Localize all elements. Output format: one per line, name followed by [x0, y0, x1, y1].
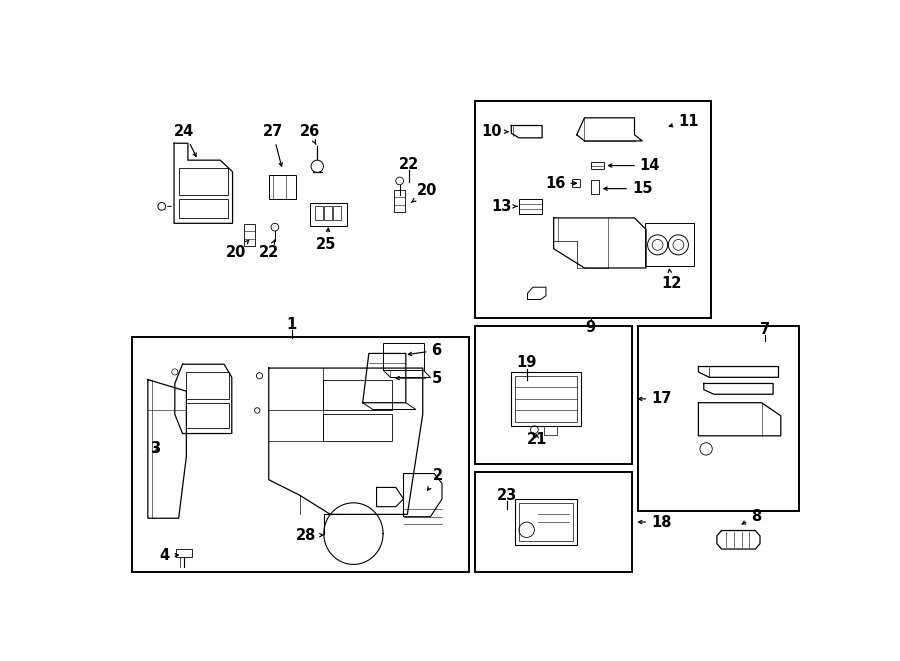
Bar — [475, 101, 711, 318]
Text: 27: 27 — [263, 124, 283, 166]
Text: 26: 26 — [300, 124, 319, 145]
Text: 6: 6 — [409, 343, 442, 358]
Text: 1: 1 — [287, 317, 297, 332]
Bar — [322, 379, 392, 410]
Bar — [519, 199, 542, 214]
Bar — [519, 503, 573, 541]
Text: 10: 10 — [481, 124, 508, 139]
Text: 22: 22 — [258, 240, 279, 260]
Bar — [324, 206, 332, 220]
Text: 23: 23 — [498, 488, 518, 502]
Text: 15: 15 — [604, 181, 652, 196]
Bar — [244, 224, 255, 246]
Text: 7: 7 — [760, 322, 770, 337]
Text: 20: 20 — [226, 240, 248, 260]
Bar — [269, 175, 296, 200]
Bar — [383, 342, 424, 370]
Bar — [591, 162, 604, 169]
Text: 17: 17 — [639, 391, 671, 407]
Bar — [638, 326, 798, 510]
Bar — [511, 372, 580, 426]
Bar — [185, 403, 229, 428]
Text: 5: 5 — [396, 371, 442, 385]
Text: 19: 19 — [517, 355, 537, 370]
Bar — [475, 326, 632, 464]
Text: 24: 24 — [174, 124, 196, 157]
Bar — [333, 206, 341, 220]
Text: 14: 14 — [608, 158, 660, 173]
Text: 3: 3 — [149, 442, 160, 456]
Bar — [394, 190, 405, 212]
Bar — [131, 337, 469, 572]
Text: 11: 11 — [670, 114, 698, 129]
Bar — [515, 499, 577, 545]
Text: 21: 21 — [526, 432, 547, 447]
Bar — [179, 199, 228, 218]
Bar — [572, 179, 580, 187]
Bar — [515, 375, 577, 422]
Text: 8: 8 — [742, 509, 761, 524]
Bar — [176, 549, 192, 557]
Bar — [185, 372, 229, 399]
Text: 28: 28 — [295, 527, 323, 543]
Bar — [322, 414, 392, 442]
Bar — [475, 472, 632, 572]
Text: 2: 2 — [428, 469, 443, 490]
Text: 20: 20 — [411, 184, 436, 202]
Text: 12: 12 — [662, 269, 681, 291]
Bar — [591, 180, 599, 194]
Bar — [644, 223, 694, 266]
Text: 9: 9 — [586, 320, 596, 334]
Text: 25: 25 — [316, 228, 337, 253]
Bar — [544, 426, 557, 435]
Text: 16: 16 — [545, 176, 577, 191]
Text: 4: 4 — [159, 548, 178, 563]
Bar — [310, 202, 347, 225]
Text: 22: 22 — [399, 157, 419, 171]
Text: 13: 13 — [491, 199, 518, 214]
Text: 18: 18 — [639, 514, 671, 529]
Bar — [179, 168, 228, 195]
Bar — [315, 206, 323, 220]
